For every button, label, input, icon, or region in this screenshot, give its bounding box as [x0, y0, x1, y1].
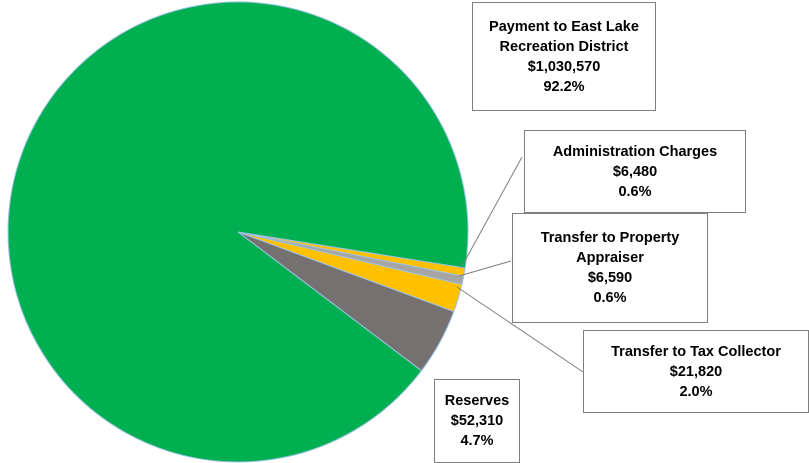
label-text: $21,820 [669, 363, 723, 380]
label-text: $6,480 [612, 163, 658, 180]
label-text: $52,310 [450, 413, 504, 429]
label-text: 4.7% [460, 433, 494, 449]
label-text: Administration Charges [552, 143, 718, 160]
data-label: Transfer to Tax Collector $21,820 2.0% [583, 330, 809, 413]
label-text: Payment to East Lake Recreation District [489, 18, 639, 55]
label-text: Transfer to Property Appraiser [540, 230, 680, 266]
label-text: $6,590 [587, 270, 633, 286]
leader-line [460, 156, 523, 269]
data-label: Transfer to Property Appraiser $6,590 0.6% [512, 213, 708, 323]
label-text: 2.0% [679, 383, 713, 400]
label-text: 0.6% [618, 183, 652, 200]
label-text: Reserves [444, 393, 510, 409]
label-text: 92.2% [543, 78, 585, 95]
leader-line [456, 286, 584, 373]
pie-slice [7, 1, 469, 463]
label-text: Transfer to Tax Collector [611, 343, 781, 360]
label-text: $1,030,570 [527, 58, 601, 75]
label-text: 0.6% [593, 290, 627, 306]
leader-line [458, 260, 512, 277]
data-label: Administration Charges $6,480 0.6% [524, 130, 746, 213]
data-label: Reserves $52,310 4.7% [434, 379, 520, 463]
data-label: Payment to East Lake Recreation District… [472, 2, 656, 111]
